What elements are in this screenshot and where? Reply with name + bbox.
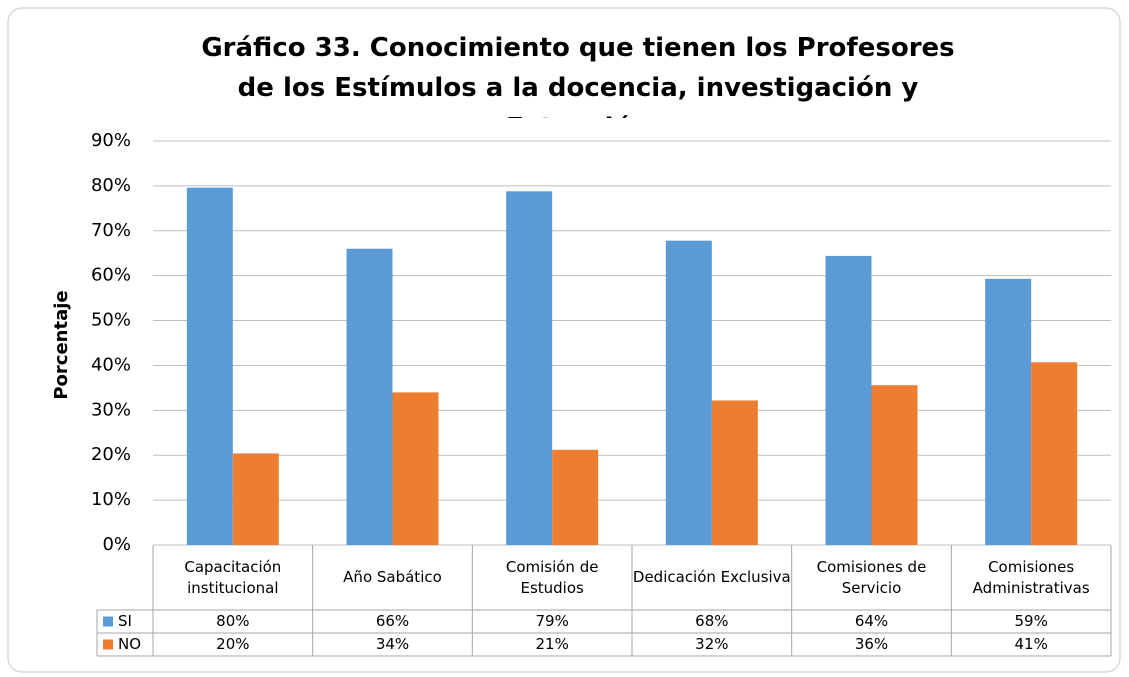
bar xyxy=(711,400,758,545)
legend-label: SI xyxy=(118,612,132,630)
y-tick-label: 70% xyxy=(91,220,131,241)
category-cell: Capacitación institucional xyxy=(184,557,282,597)
y-tick-label: 10% xyxy=(91,489,131,510)
value-label: 68% xyxy=(695,612,728,630)
value-label: 34% xyxy=(376,635,409,653)
chart-title: Gráfico 33. Conocimiento que tienen los … xyxy=(201,33,955,118)
category-cell: Comisiones de Servicio xyxy=(816,557,927,597)
value-label: 79% xyxy=(535,612,568,630)
bar xyxy=(665,240,712,546)
x-tick-label: Capacitación institucional xyxy=(184,557,282,597)
bar xyxy=(232,453,279,545)
bar xyxy=(825,255,872,545)
x-tick-label: Comisiones de Servicio xyxy=(816,557,927,597)
legend-swatch xyxy=(103,639,113,650)
bar xyxy=(1031,362,1078,545)
category-cell: Comisiones Administrativas xyxy=(972,557,1090,597)
bar xyxy=(985,278,1032,545)
value-label: 59% xyxy=(1014,612,1047,630)
y-axis-label: Porcentaje xyxy=(51,290,72,399)
bar xyxy=(552,449,599,545)
category-cell: Dedicación Exclusiva xyxy=(632,568,791,586)
value-label: 36% xyxy=(855,635,888,653)
y-tick-label: 0% xyxy=(102,534,131,555)
x-tick-label: Dedicación Exclusiva xyxy=(632,568,791,586)
value-label: 80% xyxy=(216,612,249,630)
title-box: Gráfico 33. Conocimiento que tienen los … xyxy=(201,33,955,118)
value-label: 21% xyxy=(535,635,568,653)
y-tick-label: 80% xyxy=(91,175,131,196)
value-label: 64% xyxy=(855,612,888,630)
bar xyxy=(871,385,918,545)
bar xyxy=(506,191,553,545)
y-tick-label: 30% xyxy=(91,399,131,420)
legend-swatch xyxy=(103,616,113,627)
y-tick-label: 40% xyxy=(91,354,131,375)
category-cell: Comisión de Estudios xyxy=(505,557,599,597)
y-tick-label: 90% xyxy=(91,130,131,151)
bar xyxy=(186,187,233,545)
value-label: 41% xyxy=(1014,635,1047,653)
bar xyxy=(392,392,439,545)
value-label: 32% xyxy=(695,635,728,653)
x-tick-label: Comisión de Estudios xyxy=(505,557,599,597)
x-tick-label: Año Sabático xyxy=(343,568,442,586)
y-tick-label: 20% xyxy=(91,444,131,465)
x-tick-label: Comisiones Administrativas xyxy=(972,557,1090,597)
value-label: 20% xyxy=(216,635,249,653)
bar xyxy=(346,248,393,545)
y-tick-label: 50% xyxy=(91,310,131,331)
legend-label: NO xyxy=(118,635,141,653)
value-label: 66% xyxy=(376,612,409,630)
category-cell: Año Sabático xyxy=(343,568,442,586)
y-tick-label: 60% xyxy=(91,265,131,286)
